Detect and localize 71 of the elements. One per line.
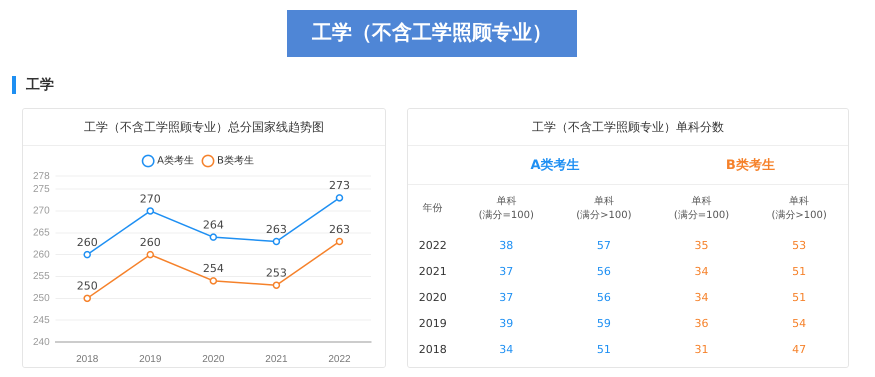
data-label: 54 [791, 316, 808, 332]
y-tick-label: 278 [32, 170, 50, 182]
data-label: 56 [596, 264, 612, 280]
y-tick-label: 2020 [418, 290, 448, 306]
y-tick-label: 260 [32, 249, 50, 260]
legend-label: A类考生 [157, 154, 194, 167]
point [210, 277, 218, 285]
text: A类考生 [530, 156, 581, 175]
data-label: 57 [596, 238, 612, 254]
data-label: 270 [140, 192, 161, 206]
y-tick-label: 240 [32, 336, 50, 348]
data-label: 38 [498, 238, 514, 254]
data-label: 51 [596, 342, 612, 358]
y-tick-label: 265 [32, 228, 50, 239]
data-label: 34 [498, 342, 514, 358]
data-label: 260 [140, 236, 161, 249]
data-label: 51 [791, 290, 808, 306]
chart-title: 工学（不含工学照顾专业）总分国家线趋势图 [23, 109, 385, 146]
y-tick-label: 245 [32, 314, 50, 326]
point [336, 194, 344, 202]
point [83, 294, 91, 302]
x-tick-label: 单科 (满分>100) [575, 194, 633, 224]
chart-title: 工学（不含工学照顾专业）单科分数 [408, 109, 848, 146]
point [210, 233, 218, 241]
data-label: 263 [328, 222, 350, 236]
data-label: 37 [498, 290, 514, 306]
x-tick-label: 单科 (满分=100) [672, 194, 730, 224]
data-label: 253 [266, 266, 287, 280]
data-label: 36 [694, 316, 710, 332]
y-tick-label: 2021 [418, 264, 448, 280]
y-tick-label: 275 [32, 184, 50, 195]
y-tick-label: 250 [32, 293, 50, 304]
x-tick-label: 单科 (满分=100) [478, 194, 535, 224]
data-label: 51 [791, 264, 808, 280]
point [272, 238, 280, 246]
data-label: 35 [694, 238, 710, 254]
data-label: 34 [694, 264, 710, 280]
x-tick-label: 2021 [265, 354, 288, 365]
y-axis-title: 年份 [422, 202, 444, 216]
data-label: 260 [76, 236, 98, 249]
y-tick-label: 255 [32, 271, 50, 282]
data-label: 47 [791, 342, 808, 358]
x-tick-label: 2020 [202, 354, 225, 365]
data-label: 53 [791, 238, 808, 254]
data-label: 264 [202, 218, 224, 232]
data-label: 39 [498, 316, 514, 332]
text: 工学（不含工学照顾专业） [287, 10, 577, 57]
data-label: 37 [498, 264, 514, 280]
point [146, 250, 154, 258]
x-tick-label: 2022 [328, 354, 352, 365]
x-tick-label: 单科 (满分>100) [770, 194, 828, 224]
text: B类考生 [724, 156, 776, 175]
point [83, 250, 91, 258]
point [272, 281, 280, 289]
data-label: 59 [596, 316, 612, 332]
y-tick-label: 2022 [418, 238, 448, 254]
x-tick-label: 2019 [139, 354, 162, 365]
data-label: 34 [694, 290, 710, 306]
point [336, 238, 344, 246]
point [146, 207, 154, 215]
x-tick-label: 2018 [76, 354, 99, 365]
data-label: 254 [202, 262, 224, 276]
data-label: 263 [266, 222, 287, 236]
data-label: 273 [328, 179, 350, 192]
legend-label: B类考生 [216, 154, 254, 167]
y-tick-label: 2019 [418, 316, 448, 332]
data-label: 31 [694, 342, 710, 358]
text: 工学 [12, 76, 54, 94]
y-tick-label: 270 [32, 206, 50, 217]
data-label: 250 [76, 280, 98, 293]
data-label: 56 [596, 290, 612, 306]
